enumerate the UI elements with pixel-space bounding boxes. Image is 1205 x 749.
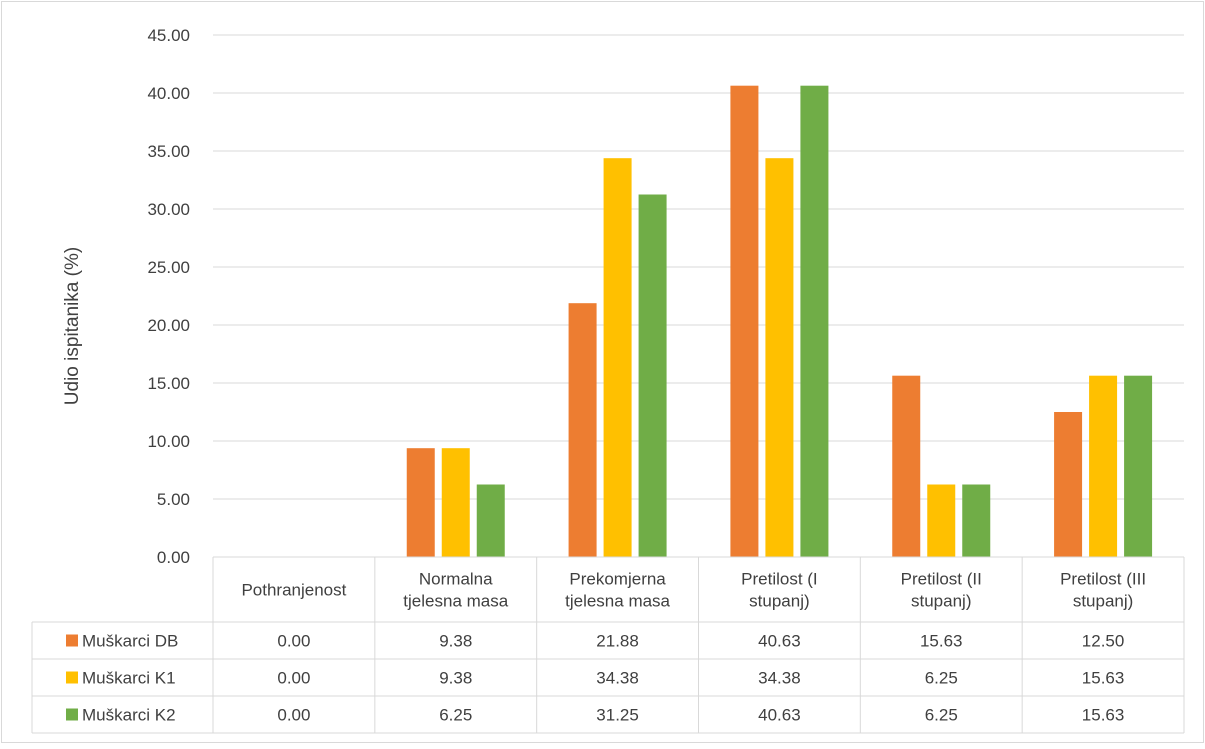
data-table-value: 21.88	[596, 632, 639, 651]
bar	[638, 194, 667, 557]
y-tick-label: 20.00	[147, 316, 190, 335]
bar	[441, 448, 470, 557]
data-table-value: 15.63	[1082, 669, 1125, 688]
legend-key	[66, 634, 78, 647]
bar	[476, 484, 505, 557]
y-tick-label: 5.00	[157, 490, 190, 509]
x-category-label: Pretilost (II	[901, 570, 982, 589]
y-tick-label: 15.00	[147, 374, 190, 393]
data-table-value: 0.00	[277, 706, 310, 725]
x-category-label: stupanj)	[911, 592, 971, 611]
legend-label: Muškarci K2	[82, 706, 176, 725]
data-table-value: 34.38	[596, 669, 639, 688]
legend-label: Muškarci DB	[82, 632, 178, 651]
y-tick-label: 25.00	[147, 258, 190, 277]
data-table-value: 31.25	[596, 706, 639, 725]
bar	[730, 85, 759, 557]
x-category-label: tjelesna masa	[403, 592, 508, 611]
legend-key	[66, 671, 78, 684]
y-tick-label: 45.00	[147, 26, 190, 45]
x-category-label: Normalna	[419, 570, 493, 589]
data-table: Pothranjenost Normalna tjelesna masa Prekom…	[31, 556, 1185, 734]
bars	[406, 85, 1153, 557]
y-tick-label: 40.00	[147, 84, 190, 103]
x-category-label: Pretilost (III	[1060, 570, 1146, 589]
bar	[1054, 412, 1083, 557]
data-table-value: 0.00	[277, 669, 310, 688]
bar	[406, 448, 435, 557]
y-tick-label: 0.00	[157, 548, 190, 567]
data-table-value: 34.38	[758, 669, 801, 688]
bar	[603, 158, 632, 557]
data-table-value: 15.63	[920, 632, 963, 651]
x-category-label: Prekomjerna	[569, 570, 666, 589]
x-category-label: tjelesna masa	[565, 592, 670, 611]
data-table-value: 15.63	[1082, 706, 1125, 725]
x-category-label: Pretilost (I	[741, 570, 818, 589]
x-category-label: stupanj)	[1073, 592, 1133, 611]
data-table-value: 40.63	[758, 632, 801, 651]
bar	[1089, 375, 1118, 557]
y-axis-label: Udio ispitanika (%)	[62, 247, 83, 405]
y-tick-label: 35.00	[147, 142, 190, 161]
data-table-value: 9.38	[439, 632, 472, 651]
y-tick-label: 30.00	[147, 200, 190, 219]
x-category-label: stupanj)	[749, 592, 809, 611]
data-table-value: 6.25	[439, 706, 472, 725]
data-table-value: 40.63	[758, 706, 801, 725]
data-table-value: 9.38	[439, 669, 472, 688]
data-table-value: 12.50	[1082, 632, 1125, 651]
legend-label: Muškarci K1	[82, 669, 176, 688]
data-table-value: 6.25	[925, 706, 958, 725]
y-tick-label: 10.00	[147, 432, 190, 451]
bar	[1124, 375, 1153, 557]
y-axis-ticks: 0.00 5.00 10.00 15.00 20.00 25.00 30.00 35.00 40…	[147, 26, 190, 567]
legend-key	[66, 708, 78, 721]
bar	[800, 85, 829, 557]
data-table-value: 6.25	[925, 669, 958, 688]
x-category-label: Pothranjenost	[241, 581, 346, 600]
bar	[962, 484, 991, 557]
data-table-value: 0.00	[277, 632, 310, 651]
bar	[927, 484, 956, 557]
bar	[892, 375, 921, 557]
bar	[765, 158, 794, 557]
bar	[568, 303, 597, 557]
